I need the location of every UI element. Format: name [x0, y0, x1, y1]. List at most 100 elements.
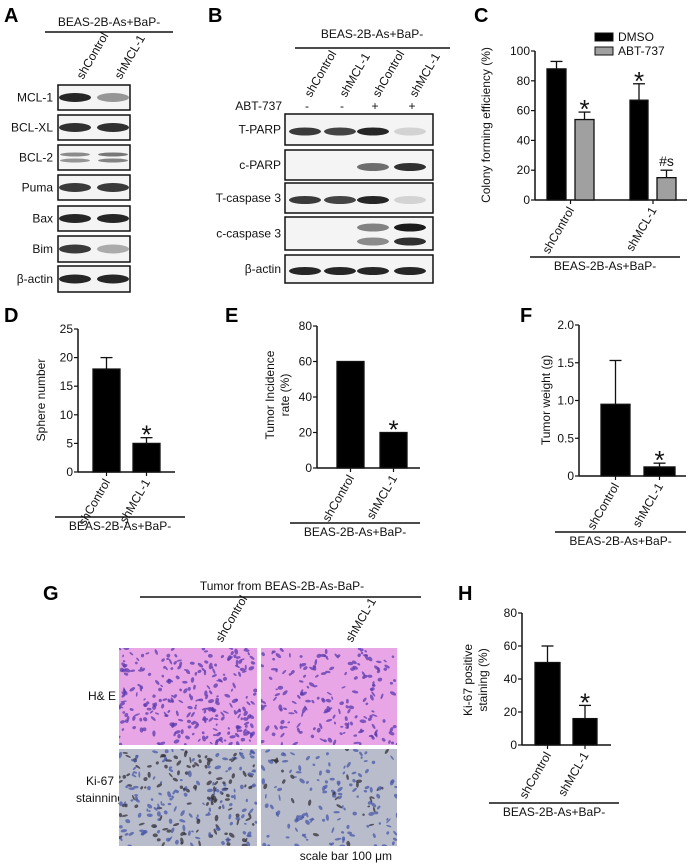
panel-label-f: F: [520, 305, 532, 327]
nucleus: [169, 797, 173, 801]
lane-label: shControl: [301, 48, 339, 99]
nucleus: [126, 773, 131, 777]
protein-band: [394, 237, 426, 246]
nucleus: [213, 734, 217, 737]
group-label: BEAS-2B-As+BaP-: [554, 259, 656, 273]
treatment-sign: -: [305, 99, 309, 113]
nucleus: [207, 765, 211, 769]
nucleus: [233, 673, 237, 676]
nucleus: [239, 667, 246, 672]
nucleus: [196, 780, 201, 786]
nucleus: [384, 664, 390, 669]
nucleus: [177, 665, 182, 670]
nucleus: [291, 700, 297, 705]
nucleus: [370, 802, 377, 808]
protein-band: [60, 158, 90, 163]
nucleus: [264, 803, 269, 808]
nucleus: [158, 687, 162, 692]
nucleus: [370, 796, 375, 799]
nucleus: [380, 693, 384, 700]
histology-column-shcontrol: shControl: [212, 593, 250, 644]
nucleus: [352, 660, 357, 665]
nucleus: [128, 831, 134, 836]
nucleus: [316, 696, 320, 700]
protein-band: [324, 127, 356, 136]
nucleus: [319, 770, 322, 776]
nucleus: [173, 661, 177, 665]
protein-band: [97, 93, 129, 102]
bar: [92, 368, 121, 473]
nucleus: [215, 714, 219, 718]
nucleus: [368, 735, 373, 738]
nucleus: [316, 779, 320, 782]
nucleus: [309, 787, 313, 791]
nucleus: [254, 820, 257, 824]
nucleus: [297, 694, 301, 699]
nucleus: [187, 770, 192, 778]
nucleus: [135, 764, 141, 769]
nucleus: [289, 769, 292, 774]
blot-row-label: β-actin: [245, 262, 281, 276]
nucleus: [134, 794, 139, 797]
protein-band: [59, 244, 91, 254]
nucleus: [357, 648, 362, 651]
nucleus: [351, 690, 359, 694]
significance-marker: *: [579, 94, 589, 124]
significance-marker: *: [141, 420, 151, 450]
nucleus: [119, 825, 123, 829]
nucleus: [220, 654, 225, 659]
nucleus: [246, 841, 251, 846]
y-axis-label: Sphere number: [34, 359, 48, 442]
nucleus: [216, 680, 223, 682]
nucleus: [225, 770, 229, 773]
nucleus: [191, 732, 195, 736]
nucleus: [349, 721, 353, 726]
nucleus: [194, 671, 198, 676]
nucleus: [154, 712, 160, 715]
nucleus: [288, 712, 295, 715]
nucleus: [235, 656, 241, 659]
nucleus: [190, 711, 195, 718]
nucleus: [144, 786, 147, 789]
nucleus: [374, 811, 379, 815]
nucleus: [369, 796, 373, 803]
nucleus: [222, 676, 228, 681]
nucleus: [238, 671, 242, 677]
nucleus: [340, 725, 344, 728]
nucleus: [186, 712, 191, 718]
nucleus: [339, 732, 343, 736]
nucleus: [296, 722, 301, 728]
y-tick-label: 40: [517, 133, 531, 147]
nucleus: [189, 756, 192, 764]
y-tick-label: 0: [66, 465, 73, 479]
nucleus: [243, 648, 250, 652]
nucleus: [166, 657, 170, 661]
nucleus: [204, 764, 208, 769]
nucleus: [130, 758, 134, 762]
nucleus: [119, 705, 124, 709]
nucleus: [372, 806, 376, 813]
nucleus: [329, 666, 335, 671]
y-tick-label: 0: [510, 738, 517, 752]
nucleus: [194, 836, 201, 840]
group-label: BEAS-2B-As+BaP-: [569, 534, 671, 548]
nucleus: [120, 720, 125, 724]
nucleus: [168, 658, 173, 665]
protein-band: [357, 127, 389, 136]
nucleus: [125, 754, 131, 758]
nucleus: [185, 669, 191, 675]
protein-band: [394, 127, 426, 136]
nucleus: [214, 663, 218, 667]
nucleus: [367, 800, 372, 805]
histology-nuclei: [119, 749, 257, 846]
nucleus: [301, 711, 304, 718]
nucleus: [267, 844, 271, 846]
nucleus: [280, 719, 285, 725]
nucleus: [196, 814, 199, 818]
nucleus: [211, 666, 214, 669]
y-tick-label: 80: [299, 319, 313, 333]
nucleus: [237, 713, 241, 719]
nucleus: [148, 810, 151, 812]
nucleus: [208, 699, 215, 704]
nucleus: [381, 737, 386, 742]
